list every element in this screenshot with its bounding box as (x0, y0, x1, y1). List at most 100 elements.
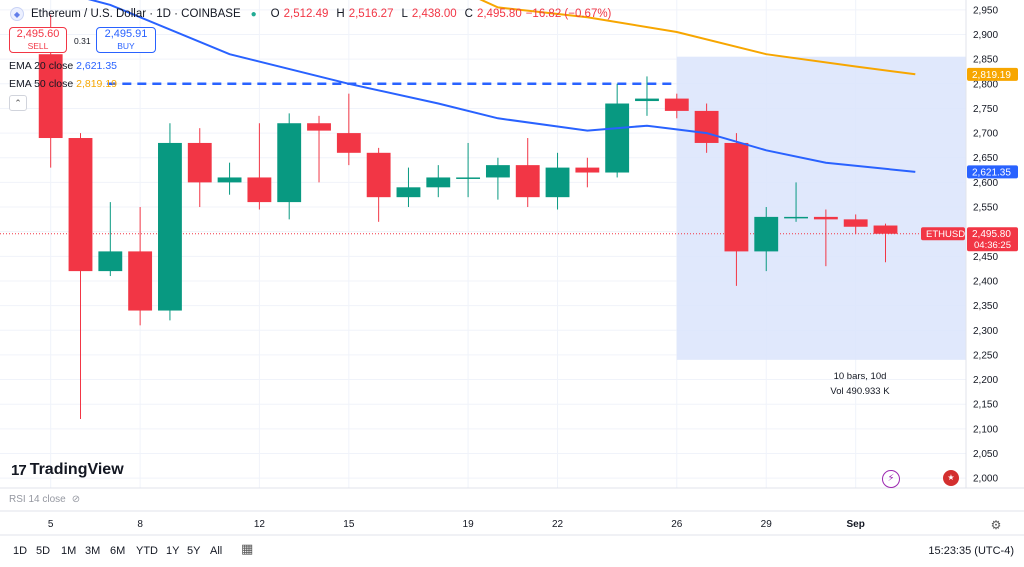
candle (784, 182, 808, 222)
candle (635, 76, 659, 116)
candle (128, 207, 153, 326)
y-tick-label: 2,850 (973, 55, 998, 66)
lightning-icon[interactable]: ⚡ (882, 470, 900, 488)
candle (485, 157, 510, 200)
eye-off-icon[interactable]: ⊘ (71, 494, 81, 505)
candle-body (307, 123, 331, 131)
ticker-tag-label: ETHUSD (926, 229, 965, 240)
candle (336, 93, 361, 166)
timeframe-all[interactable]: All (210, 545, 223, 557)
range-box (676, 56, 966, 360)
ohlc-low-value: 2,438.00 (411, 8, 457, 20)
ohlc-open-value: 2,512.49 (283, 8, 329, 20)
candle (754, 207, 779, 272)
price-tag (967, 227, 1018, 252)
candle (426, 165, 451, 198)
candle-body (694, 110, 719, 143)
ticker-tag (921, 227, 965, 241)
candle-body (575, 167, 600, 173)
candle (307, 115, 331, 183)
candle (724, 133, 749, 286)
y-tick-label: 2,900 (973, 30, 998, 41)
ohlc-high-label: H (336, 8, 345, 20)
y-tick-label: 2,600 (973, 178, 998, 189)
ema20-value: 2,621.35 (76, 60, 117, 72)
x-tick-label: 19 (463, 519, 475, 530)
symbol-title[interactable]: Ethereum / U.S. Dollar · 1D · COINBASE (31, 8, 241, 20)
ohlc-open-label: O (270, 8, 280, 20)
candle-body (277, 123, 302, 203)
timeframe-5y[interactable]: 5Y (187, 545, 201, 557)
y-tick-label: 2,400 (973, 276, 998, 287)
y-tick-label: 2,350 (973, 301, 998, 312)
candle (247, 123, 272, 210)
candle-body (485, 165, 510, 178)
us-flag-icon[interactable]: ★ (943, 470, 959, 486)
candle-body (366, 152, 391, 198)
x-tick-label: 5 (48, 519, 54, 530)
buy-button[interactable]: 2,495.91 BUY (96, 27, 156, 53)
candle-body (843, 219, 868, 227)
x-tick-label: 15 (343, 519, 355, 530)
calendar-icon[interactable]: ▦ (241, 541, 254, 556)
y-tick-label: 2,100 (973, 424, 998, 435)
timeframe-ytd[interactable]: YTD (136, 545, 158, 557)
sell-label: SELL (27, 41, 49, 51)
ema20-label: EMA 20 close (9, 60, 74, 72)
x-tick-label: 26 (671, 519, 683, 530)
spread-value: 0.31 (74, 36, 91, 46)
price-tag (967, 165, 1018, 179)
candle (187, 128, 212, 208)
candle-body (247, 177, 272, 203)
candle (68, 133, 93, 419)
candle-body (336, 133, 361, 153)
candle (813, 209, 838, 267)
candle-body (158, 142, 182, 311)
ema50-label: EMA 50 close (9, 78, 74, 90)
y-tick-label: 2,250 (973, 350, 998, 361)
ema50-value: 2,819.19 (76, 78, 117, 90)
y-tick-label: 2,750 (973, 104, 998, 115)
ema20-legend[interactable]: EMA 20 close 2,621.35 (9, 60, 117, 72)
price-tag-countdown: 04:36:25 (974, 240, 1011, 251)
x-tick-label: 12 (254, 519, 266, 530)
x-tick-label: 29 (761, 519, 773, 530)
y-tick-label: 2,800 (973, 79, 998, 90)
candle-body (187, 142, 212, 183)
candle-body (873, 225, 898, 234)
range-info: 10 bars, 10d Vol 490.933 K (822, 369, 898, 399)
price-tag-label: 2,819.19 (972, 70, 1011, 81)
collapse-legend-icon[interactable]: ⌃ (9, 95, 27, 111)
price-tag-label: 2,621.35 (972, 167, 1011, 178)
market-open-dot-icon: ● (250, 8, 257, 20)
candle (217, 162, 242, 195)
clock-readout[interactable]: 15:23:35 (UTC-4) (928, 545, 1014, 557)
range-bars: 10 bars, 10d (833, 371, 887, 382)
candle (158, 123, 182, 321)
symbol-header: ◆ Ethereum / U.S. Dollar · 1D · COINBASE… (10, 7, 611, 21)
timeframe-1m[interactable]: 1M (61, 545, 77, 557)
candle-body (515, 165, 540, 198)
buy-price: 2,495.91 (104, 28, 148, 40)
price-tag-label: 2,495.80 (972, 229, 1011, 240)
candle (843, 214, 868, 235)
candle-body (784, 216, 808, 219)
candle (366, 147, 391, 222)
timeframe-1d[interactable]: 1D (13, 545, 28, 557)
candle-body (38, 54, 63, 139)
gear-icon[interactable]: ⚙ (990, 518, 1002, 532)
tradingview-logo[interactable]: 17 TradingView (11, 461, 124, 479)
timeframe-1y[interactable]: 1Y (166, 545, 180, 557)
timeframe-3m[interactable]: 3M (85, 545, 101, 557)
rsi-legend[interactable]: RSI 14 close ⊘ (9, 494, 80, 505)
sell-button[interactable]: 2,495.60 SELL (9, 27, 67, 53)
timeframe-6m[interactable]: 6M (110, 545, 126, 557)
candle (515, 138, 540, 208)
ema50-line (479, 0, 916, 76)
ema50-legend[interactable]: EMA 50 close 2,819.19 (9, 78, 117, 90)
candle (456, 142, 481, 198)
candle (605, 83, 630, 178)
logo-text: TradingView (29, 461, 124, 478)
timeframe-5d[interactable]: 5D (36, 545, 51, 557)
